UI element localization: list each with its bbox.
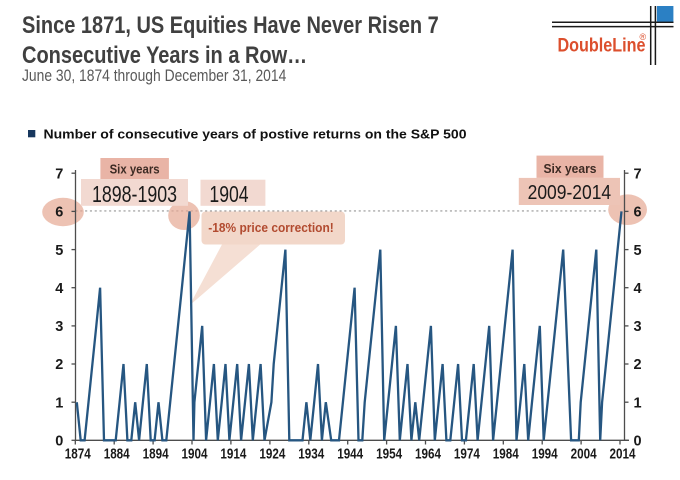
svg-text:Six years: Six years [110,163,160,177]
svg-text:6: 6 [55,205,63,221]
svg-text:1898-1903: 1898-1903 [92,181,177,207]
svg-text:2009-2014: 2009-2014 [528,182,612,204]
svg-text:-18% price correction!: -18% price correction! [208,220,334,235]
svg-text:7: 7 [55,166,63,182]
svg-text:3: 3 [55,319,63,335]
svg-text:1934: 1934 [298,447,324,463]
svg-text:1884: 1884 [104,447,130,463]
svg-text:5: 5 [634,243,642,259]
svg-text:1924: 1924 [259,447,285,463]
svg-text:3: 3 [634,319,642,335]
svg-text:2: 2 [55,357,63,373]
svg-text:0: 0 [634,434,642,450]
svg-text:1984: 1984 [493,447,519,463]
svg-text:Number of consecutive years of: Number of consecutive years of postive r… [44,127,467,142]
svg-text:1904: 1904 [209,181,248,207]
svg-text:1954: 1954 [376,447,402,463]
svg-text:2014: 2014 [610,447,636,463]
svg-text:1894: 1894 [143,447,169,463]
svg-text:®: ® [640,32,647,42]
svg-text:0: 0 [55,434,63,450]
svg-text:4: 4 [55,281,63,297]
svg-text:2: 2 [634,357,642,373]
svg-text:6: 6 [634,205,642,221]
svg-text:DoubleLine: DoubleLine [558,36,646,57]
svg-text:1: 1 [55,395,63,411]
svg-text:1874: 1874 [65,447,91,463]
svg-text:7: 7 [634,166,642,182]
svg-text:1964: 1964 [415,447,441,463]
svg-text:2004: 2004 [571,447,597,463]
svg-text:4: 4 [634,281,642,297]
svg-text:1904: 1904 [182,447,208,463]
svg-text:1944: 1944 [337,447,363,463]
svg-text:5: 5 [55,243,63,259]
svg-text:1994: 1994 [532,447,558,463]
svg-text:1: 1 [634,395,642,411]
svg-text:1914: 1914 [220,447,246,463]
svg-text:Six years: Six years [544,161,597,176]
svg-text:1974: 1974 [454,447,480,463]
